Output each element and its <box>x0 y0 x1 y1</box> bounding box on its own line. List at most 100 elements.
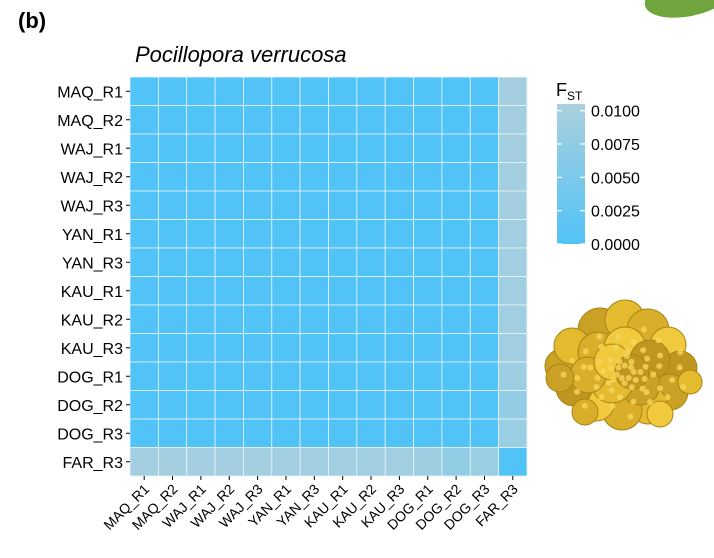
heatmap-cell <box>129 133 159 163</box>
heatmap-cell <box>328 162 358 192</box>
legend-tick-label: 0.0000 <box>591 237 640 254</box>
heatmap-cell <box>384 190 414 220</box>
heatmap-cell <box>384 219 414 249</box>
heatmap-cell <box>413 390 443 420</box>
coral-polyp <box>605 379 612 386</box>
coral-polyp <box>650 371 657 378</box>
heatmap-cell <box>356 219 386 249</box>
heatmap-cell <box>441 247 471 277</box>
heatmap-cell <box>243 333 273 363</box>
heatmap-cell <box>469 333 500 363</box>
heatmap-cell <box>469 133 500 163</box>
coral-polyp-cluster <box>646 400 674 428</box>
heatmap-cell <box>328 447 358 477</box>
heatmap-cell <box>186 361 216 391</box>
heatmap-cell <box>413 190 443 220</box>
heatmap-cell <box>356 361 386 391</box>
heatmap-cell <box>469 190 500 220</box>
heatmap-cell <box>498 133 528 163</box>
heatmap-cell <box>469 276 500 306</box>
heatmap-cell <box>129 390 159 420</box>
heatmap-cells <box>129 76 528 477</box>
heatmap-cell <box>243 105 273 135</box>
row-label: KAU_R2 <box>61 312 123 329</box>
heatmap-cell <box>356 190 386 220</box>
coral-polyp <box>574 375 581 382</box>
heatmap-cell <box>413 105 443 135</box>
row-label: WAJ_R3 <box>60 198 123 215</box>
heatmap-cell <box>243 361 273 391</box>
heatmap-cell <box>441 133 471 163</box>
legend-tick-label: 0.0075 <box>591 137 640 154</box>
heatmap-cell <box>413 418 443 448</box>
coral-polyp <box>610 376 617 383</box>
heatmap-cell <box>157 76 188 106</box>
heatmap-cell <box>413 361 443 391</box>
heatmap-cell <box>384 390 414 420</box>
heatmap-cell <box>328 190 358 220</box>
coral-polyp <box>625 374 632 381</box>
coral-polyp <box>644 355 651 362</box>
heatmap-cell <box>157 162 188 192</box>
heatmap-cell <box>441 447 471 477</box>
heatmap-cell <box>157 133 188 163</box>
heatmap-cell <box>328 361 358 391</box>
heatmap-cell <box>384 105 414 135</box>
heatmap-cell <box>356 390 386 420</box>
row-label: YAN_R3 <box>62 255 123 272</box>
heatmap-cell <box>129 418 159 448</box>
heatmap-cell <box>271 190 301 220</box>
heatmap-cell <box>243 447 273 477</box>
row-label: KAU_R3 <box>61 341 123 358</box>
coral-polyp <box>637 368 644 375</box>
coral-polyp <box>560 371 567 378</box>
heatmap-cell <box>243 162 273 192</box>
heatmap-cell <box>469 162 500 192</box>
heatmap-cell <box>243 304 273 334</box>
heatmap-cell <box>413 219 443 249</box>
heatmap-cell <box>299 361 329 391</box>
heatmap-cell <box>129 219 159 249</box>
legend-tick-label: 0.0100 <box>591 104 640 121</box>
heatmap-cell <box>271 247 301 277</box>
coral-polyp <box>593 384 600 391</box>
heatmap-cell <box>299 133 329 163</box>
coral-polyp <box>612 344 619 351</box>
heatmap-cell <box>214 162 244 192</box>
heatmap-cell <box>186 105 216 135</box>
heatmap-cell <box>469 247 500 277</box>
heatmap-cell <box>328 333 358 363</box>
heatmap-cell <box>356 76 386 106</box>
heatmap-cell <box>498 333 528 363</box>
heatmap-cell <box>186 390 216 420</box>
heatmap-cell <box>157 190 188 220</box>
row-labels: MAQ_R1 MAQ_R2 WAJ_R1 WAJ_R2 WAJ_R3 YAN_R1 YAN_… <box>57 84 130 472</box>
coral-polyp <box>581 402 588 409</box>
coral-polyp <box>587 364 594 371</box>
heatmap-cell <box>243 390 273 420</box>
coral-polyp <box>574 388 581 395</box>
heatmap-cell <box>356 247 386 277</box>
heatmap-cell <box>299 162 329 192</box>
heatmap-cell <box>129 105 159 135</box>
heatmap-cell <box>299 333 329 363</box>
heatmap-cell <box>214 105 244 135</box>
heatmap-cell <box>271 418 301 448</box>
heatmap-cell <box>384 162 414 192</box>
heatmap-cell <box>129 247 159 277</box>
row-label: MAQ_R1 <box>57 84 123 101</box>
heatmap-cell <box>214 304 244 334</box>
heatmap-cell <box>299 76 329 106</box>
heatmap-cell <box>299 276 329 306</box>
legend: FST 0.0100 0.0075 0.0050 0.0025 0.0000 <box>556 80 640 254</box>
heatmap-cell <box>356 276 386 306</box>
heatmap-cell <box>186 276 216 306</box>
row-label: KAU_R1 <box>61 284 123 301</box>
column-labels: MAQ_R1MAQ_R2WAJ_R1WAJ_R2WAJ_R3YAN_R1YAN_… <box>100 476 521 533</box>
coral-polyp <box>677 349 684 356</box>
heatmap-cell <box>129 162 159 192</box>
row-label: DOG_R2 <box>57 398 123 415</box>
heatmap-cell <box>328 247 358 277</box>
coral-polyp <box>642 363 649 370</box>
